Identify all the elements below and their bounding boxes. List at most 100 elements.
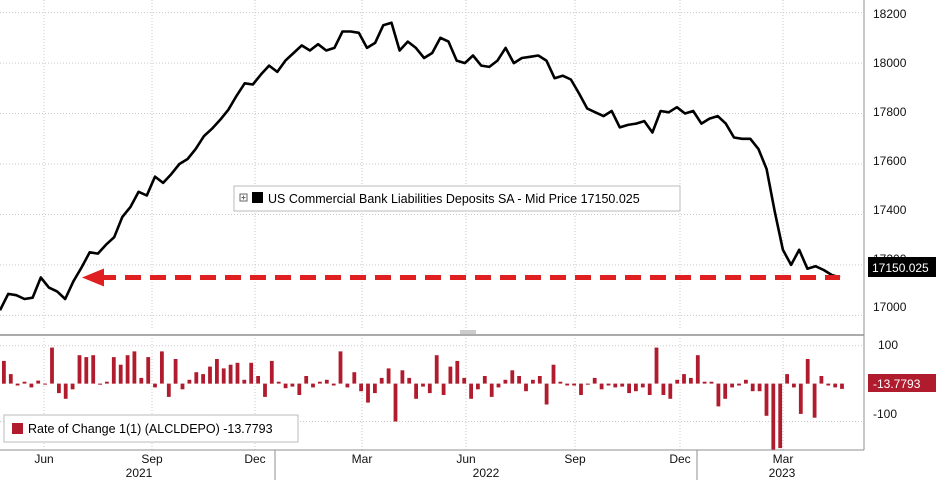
rate-of-change-bar	[15, 383, 20, 386]
rate-of-change-bar	[269, 360, 274, 384]
rate-of-change-bar	[194, 372, 199, 384]
rate-of-change-bar	[166, 383, 171, 397]
rate-of-change-bar	[654, 347, 659, 384]
rate-of-change-bar	[723, 383, 728, 399]
rate-of-change-bar	[400, 370, 405, 384]
rate-of-change-bar	[565, 383, 570, 386]
rate-of-change-bar	[50, 347, 54, 384]
rate-of-change-bar	[826, 383, 831, 386]
rate-of-change-bar	[785, 374, 789, 384]
rate-of-change-bar	[8, 374, 13, 384]
legend-expand-icon[interactable]	[239, 193, 248, 202]
upper-gridlines	[0, 0, 864, 450]
rate-of-change-bar	[778, 383, 783, 449]
rate-of-change-bar	[503, 379, 508, 384]
rate-of-change-bar	[462, 377, 467, 384]
rate-of-change-bars	[2, 347, 844, 450]
lower-gridlines	[0, 345, 864, 423]
rate-of-change-bar	[579, 383, 583, 395]
rate-of-change-bar	[613, 383, 618, 388]
rate-of-change-bar	[558, 381, 563, 384]
rate-of-change-bar	[675, 379, 680, 384]
x-tick-label: Dec	[244, 452, 265, 466]
last-value-text: -13.7793	[873, 377, 921, 391]
last-value-tag-bg	[868, 257, 936, 277]
panel-separator[interactable]	[0, 330, 864, 336]
x-tick-label: Mar	[352, 452, 373, 466]
legend-swatch	[12, 423, 23, 434]
rate-of-change-bar	[57, 383, 61, 394]
rate-of-change-bar	[29, 383, 34, 388]
x-tick-label: Jun	[34, 452, 53, 466]
rate-of-change-bar	[208, 366, 212, 384]
rate-of-change-bar	[585, 383, 590, 385]
rate-of-change-bar	[709, 381, 714, 384]
legend-label: Rate of Change 1(1) (ALCLDEPO) -13.7793	[28, 422, 273, 436]
x-tick-label: Sep	[564, 452, 586, 466]
rate-of-change-bar	[139, 377, 144, 384]
rate-of-change-bar	[661, 383, 666, 395]
rate-of-change-bar	[476, 383, 480, 390]
rate-of-change-bar	[304, 376, 309, 384]
rate-of-change-bar	[105, 381, 109, 384]
rate-of-change-bar	[572, 383, 576, 386]
deposits-legend[interactable]: US Commercial Bank Liabilities Deposits …	[233, 185, 681, 212]
legend-swatch	[252, 192, 263, 203]
rate-of-change-bar	[118, 364, 123, 384]
rate-of-change-bar	[36, 380, 41, 384]
rate-of-change-bar	[379, 377, 384, 384]
rate-of-change-bar	[647, 383, 652, 395]
rate-of-change-bar	[235, 362, 240, 384]
rate-of-change-bar	[496, 383, 501, 388]
rate-of-change-bar	[125, 355, 130, 384]
rate-of-change-bar	[256, 376, 260, 384]
rate-of-change-bar	[84, 357, 89, 384]
rate-of-change-legend[interactable]: Rate of Change 1(1) (ALCLDEPO) -13.7793	[3, 414, 299, 443]
rate-of-change-bar	[695, 355, 700, 384]
y-tick-label: 17400	[873, 203, 907, 217]
rate-of-change-bar	[544, 383, 549, 405]
rate-of-change-bar	[805, 359, 810, 384]
rate-of-change-bar	[263, 383, 267, 397]
rate-of-change-bar	[338, 351, 343, 384]
legend-label: US Commercial Bank Liabilities Deposits …	[268, 192, 640, 206]
rate-of-change-bar	[798, 383, 803, 414]
rate-of-change-bar	[386, 368, 391, 384]
rate-of-change-bar	[482, 376, 487, 384]
rate-of-change-bar	[620, 383, 625, 387]
rate-of-change-bar	[757, 383, 762, 392]
rate-of-change-bar	[599, 383, 604, 390]
rate-of-change-bar	[469, 383, 473, 399]
rate-of-change-panel: 100 -100 -13.7793 Rate of Change 1(1) (A…	[0, 338, 936, 450]
legend-box	[233, 185, 681, 212]
rate-of-change-bar	[290, 383, 295, 387]
rate-of-change-bar	[592, 377, 597, 384]
year-label: 2022	[473, 466, 500, 480]
y-tick-label: 17000	[873, 300, 907, 314]
rate-of-change-bar	[702, 381, 707, 384]
rate-of-change-bar	[771, 383, 776, 450]
rate-of-change-bar	[153, 383, 157, 388]
rate-of-change-bar	[311, 383, 315, 388]
year-label: 2021	[126, 466, 153, 480]
rate-of-change-bar	[249, 362, 254, 384]
rate-of-change-bar	[414, 383, 418, 399]
rate-of-change-bar	[276, 381, 281, 384]
reference-arrow-head	[82, 268, 104, 287]
rate-of-change-bar	[91, 355, 96, 384]
rate-of-change-bar	[792, 383, 796, 388]
rate-of-change-bar	[730, 383, 734, 388]
rate-of-change-bar	[489, 383, 494, 397]
rate-of-change-bar	[318, 381, 322, 384]
deposits-panel: 18200 18000 17800 17600 17400 17200 1700…	[0, 0, 936, 450]
lower-y-axis: 100 -100	[873, 338, 898, 421]
rate-of-change-bar	[441, 383, 446, 395]
rate-of-change-bar	[228, 364, 233, 384]
rate-of-change-bar	[510, 370, 515, 384]
y-tick-label: 17800	[873, 105, 907, 119]
rate-of-change-bar	[427, 383, 432, 394]
last-value-tag: -13.7793	[868, 374, 936, 392]
rate-of-change-bar	[173, 359, 178, 384]
y-tick-label: 18000	[873, 56, 907, 70]
